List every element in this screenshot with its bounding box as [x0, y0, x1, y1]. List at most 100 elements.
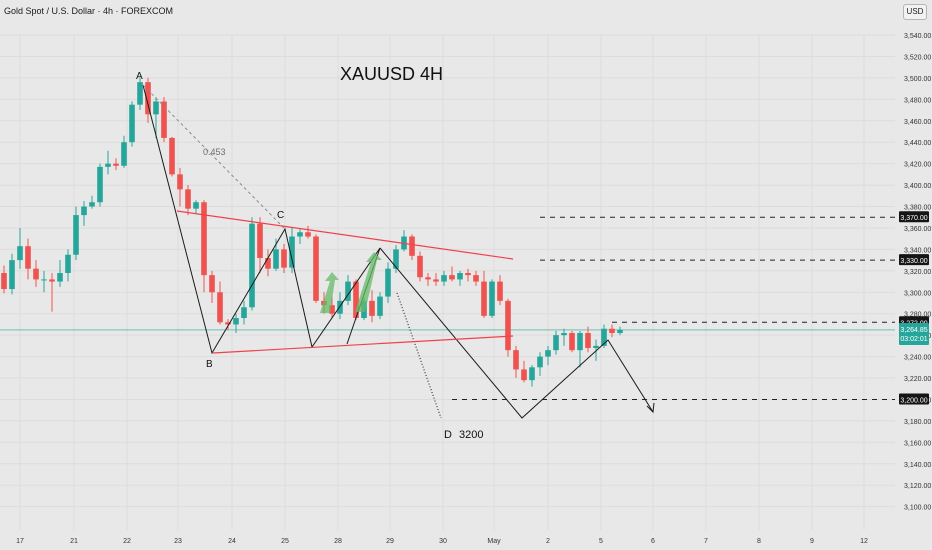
y-tick-label: 3,520.00: [904, 54, 931, 61]
candle-body[interactable]: [345, 281, 351, 301]
candle-body[interactable]: [289, 236, 295, 268]
candles[interactable]: [1, 77, 623, 387]
candle-body[interactable]: [281, 249, 287, 268]
candle-body[interactable]: [113, 163, 119, 166]
candle-body[interactable]: [153, 101, 159, 115]
time-axis[interactable]: 17 21 22 23 24 25 28 29 30 May 2 5 6 7 8 9 12: [16, 538, 868, 545]
candle-body[interactable]: [337, 300, 343, 314]
candle-body[interactable]: [217, 292, 223, 323]
candle-body[interactable]: [577, 333, 583, 351]
candle-body[interactable]: [137, 82, 143, 105]
candle-body[interactable]: [305, 232, 311, 237]
x-tick-label: 7: [704, 538, 708, 545]
x-tick-label: 2: [546, 538, 550, 545]
candle-body[interactable]: [457, 272, 463, 280]
price-axis[interactable]: 3,100.00 3,120.00 3,140.00 3,160.00 3,180.00…: [899, 33, 931, 512]
candle-body[interactable]: [433, 279, 439, 282]
candle-body[interactable]: [145, 82, 151, 115]
y-tick-label: 3,360.00: [904, 226, 931, 233]
fib-ratio-label: 0.453: [203, 147, 226, 157]
candle-body[interactable]: [601, 328, 607, 346]
level-lines: [0, 216, 895, 400]
candle-body[interactable]: [265, 257, 271, 269]
candle-body[interactable]: [209, 275, 215, 293]
triangle-lower-trendline[interactable]: [212, 335, 514, 354]
candle-body[interactable]: [529, 367, 535, 381]
candle-body[interactable]: [377, 296, 383, 316]
candle-body[interactable]: [161, 101, 167, 138]
candle-body[interactable]: [25, 246, 31, 269]
y-tick-label: 3,300.00: [904, 290, 931, 297]
candle-body[interactable]: [57, 272, 63, 282]
y-tick-label: 3,320.00: [904, 269, 931, 276]
fibonacci-ratio-line[interactable]: [142, 84, 286, 230]
candle-body[interactable]: [409, 236, 415, 256]
candle-body[interactable]: [241, 307, 247, 319]
projection-path-line[interactable]: [379, 247, 654, 419]
candle-body[interactable]: [561, 333, 567, 336]
candle-body[interactable]: [105, 163, 111, 167]
candle-body[interactable]: [369, 300, 375, 316]
candle-body[interactable]: [537, 356, 543, 368]
candle-body[interactable]: [497, 281, 503, 301]
candle-body[interactable]: [569, 333, 575, 351]
candle-body[interactable]: [513, 350, 519, 370]
candle-body[interactable]: [129, 104, 135, 143]
candle-body[interactable]: [545, 350, 551, 357]
point-d-label: D: [444, 429, 452, 441]
candle-body[interactable]: [465, 272, 471, 276]
triangle-upper-trendline[interactable]: [176, 210, 514, 260]
candle-body[interactable]: [1, 272, 7, 290]
candle-body[interactable]: [473, 275, 479, 282]
candle-body[interactable]: [609, 328, 615, 334]
candle-body[interactable]: [425, 277, 431, 280]
candle-body[interactable]: [193, 202, 199, 209]
candle-body[interactable]: [73, 215, 79, 255]
candle-body[interactable]: [353, 281, 359, 319]
candle-body[interactable]: [593, 345, 599, 349]
symbol-header[interactable]: Gold Spot / U.S. Dollar · 4h · FOREXCOM: [4, 6, 174, 16]
target-projection-line[interactable]: [396, 292, 442, 419]
candle-body[interactable]: [521, 369, 527, 381]
candle-body[interactable]: [505, 300, 511, 351]
candle-body[interactable]: [81, 206, 87, 216]
candle-body[interactable]: [9, 260, 15, 290]
candle-body[interactable]: [489, 281, 495, 316]
candle-body[interactable]: [169, 137, 175, 175]
candle-body[interactable]: [89, 202, 95, 207]
candle-body[interactable]: [33, 268, 39, 280]
x-tick-label: 6: [651, 538, 655, 545]
candle-body[interactable]: [201, 202, 207, 276]
candle-body[interactable]: [585, 333, 591, 349]
candle-body[interactable]: [441, 275, 447, 282]
level-tag: 3,330.00: [900, 258, 927, 265]
candle-body[interactable]: [417, 255, 423, 278]
candle-body[interactable]: [385, 268, 391, 297]
candle-body[interactable]: [393, 249, 399, 269]
candle-body[interactable]: [17, 246, 23, 261]
candle-body[interactable]: [65, 254, 71, 273]
candle-body[interactable]: [185, 189, 191, 209]
candle-body[interactable]: [553, 335, 559, 351]
candle-body[interactable]: [481, 281, 487, 316]
candle-body[interactable]: [121, 142, 127, 166]
candle-body[interactable]: [249, 223, 255, 308]
x-tick-label: 29: [386, 538, 394, 545]
candle-body[interactable]: [313, 236, 319, 301]
candle-body[interactable]: [257, 223, 263, 258]
candle-body[interactable]: [177, 174, 183, 190]
candle-body[interactable]: [225, 322, 231, 325]
candle-body[interactable]: [97, 166, 103, 203]
candle-body[interactable]: [273, 249, 279, 269]
drawings[interactable]: A B C D 3200 0.453: [136, 71, 655, 441]
candle-body[interactable]: [233, 318, 239, 325]
y-tick-label: 3,240.00: [904, 355, 931, 362]
candle-body[interactable]: [329, 305, 335, 314]
candle-body[interactable]: [297, 232, 303, 237]
candle-body[interactable]: [49, 279, 55, 282]
candle-body[interactable]: [617, 329, 623, 334]
currency-button[interactable]: USD: [903, 4, 927, 20]
candle-body[interactable]: [41, 279, 47, 281]
candle-body[interactable]: [449, 275, 455, 280]
